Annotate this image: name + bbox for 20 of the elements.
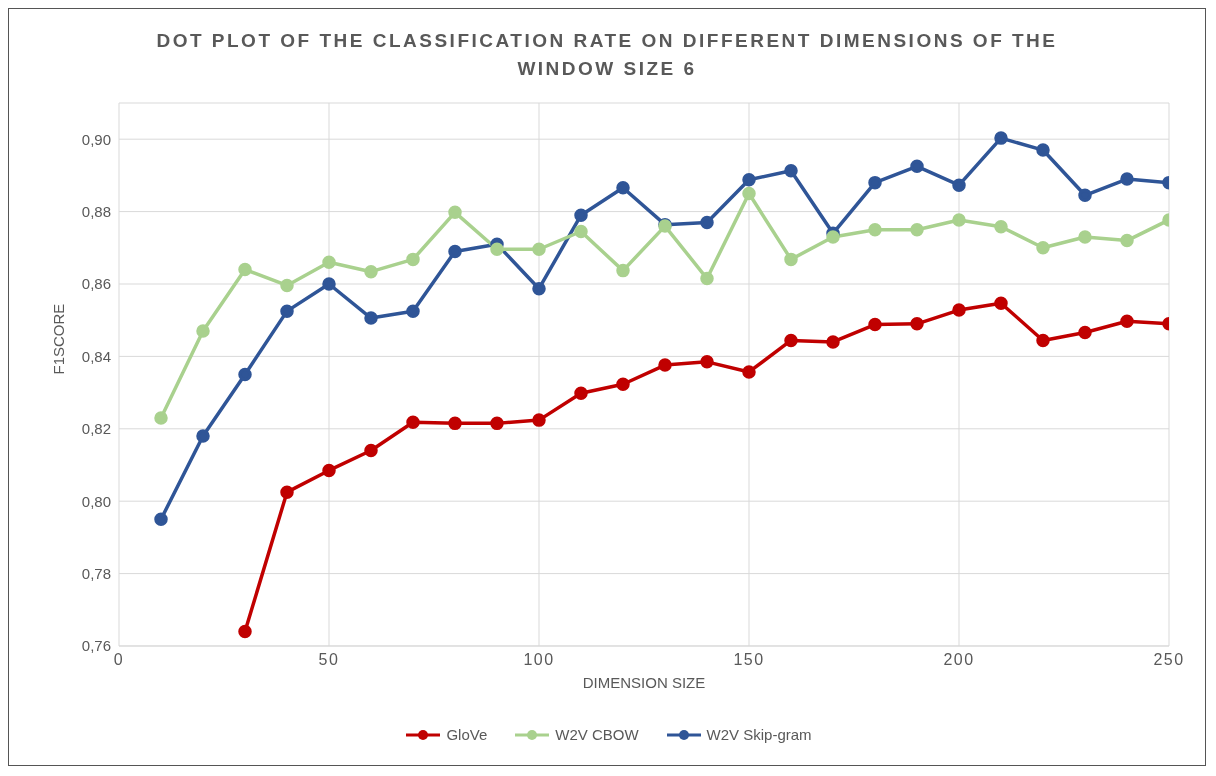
x-axis-title: DIMENSION SIZE: [582, 674, 706, 691]
y-tick-label: 0,84: [81, 347, 111, 365]
y-tick-label: 0,80: [81, 492, 111, 510]
x-tick-label: 250: [1153, 651, 1185, 669]
x-tick-label: 200: [943, 651, 975, 669]
x-tick-label: 150: [733, 651, 765, 669]
y-tick-label: 0,76: [81, 637, 111, 655]
legend-label: W2V CBOW: [555, 726, 639, 743]
legend-label: GloVe: [446, 726, 488, 743]
chart-title: DOT PLOT OF THE CLASSIFICATION RATE ON DIFFERENT DIMENSIONS OF THE WINDOW SIZE 6: [155, 29, 1059, 81]
y-tick-label: 0,78: [81, 564, 111, 582]
x-tick-label: 0: [113, 651, 125, 669]
y-tick-label: 0,86: [81, 275, 111, 293]
legend-label: W2V Skip-gram: [706, 726, 812, 743]
x-tick-label: 50: [318, 651, 340, 669]
y-tick-label: 0,90: [81, 130, 111, 148]
y-tick-label: 0,88: [81, 202, 111, 220]
x-tick-label: 100: [523, 651, 555, 669]
y-tick-label: 0,82: [81, 420, 111, 438]
y-axis-title: F1SCORE: [50, 303, 68, 375]
